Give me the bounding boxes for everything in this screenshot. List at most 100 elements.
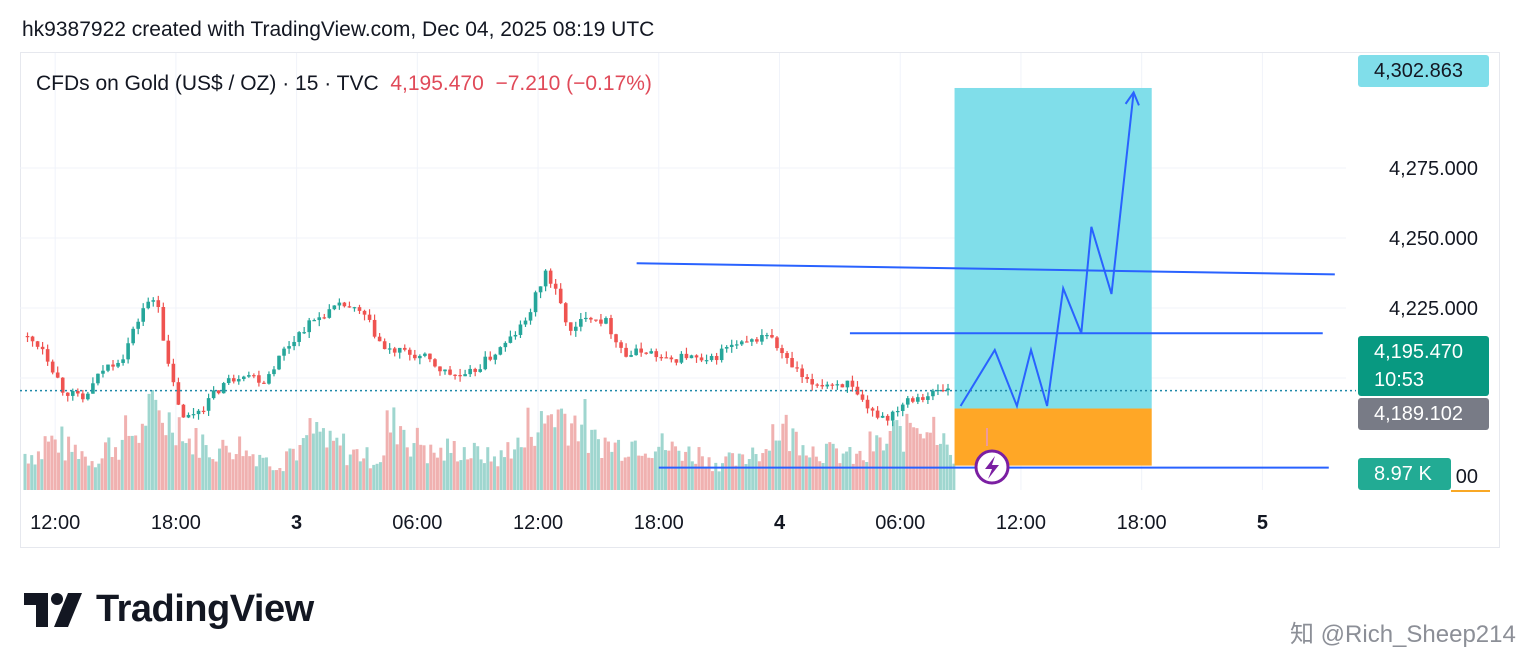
volume-bar (446, 438, 450, 490)
candle-body (563, 303, 568, 323)
candle-body (850, 380, 855, 387)
volume-bar (452, 441, 456, 490)
volume-bar (788, 451, 792, 490)
candle-body (397, 347, 402, 353)
candle-body (689, 355, 694, 359)
volume-bar (717, 471, 721, 490)
candle-body (503, 342, 508, 348)
volume-bar (318, 431, 322, 490)
volume-bar (620, 460, 624, 490)
candle-body (589, 317, 593, 320)
volume-bar (576, 441, 580, 490)
candle-body (131, 328, 135, 344)
y-tick-label: 4,250.000 (1389, 228, 1478, 250)
candle-body (604, 318, 608, 324)
candle-body (262, 382, 266, 384)
chart-caption: hk9387922 created with TradingView.com, … (22, 18, 655, 41)
volume-bar (315, 422, 319, 490)
volume-bar (556, 409, 560, 490)
candle (790, 351, 794, 368)
candle (936, 384, 940, 396)
volume-bar (281, 471, 285, 490)
candle (30, 335, 35, 347)
volume-bar (905, 413, 909, 490)
volume-bar (583, 399, 587, 490)
volume-bar (892, 421, 896, 490)
volume-bar (560, 408, 564, 490)
volume-bar (345, 465, 349, 490)
volume-bar (949, 454, 953, 490)
candle (282, 346, 286, 361)
volume-bar (382, 455, 386, 490)
candle-body (111, 364, 115, 367)
volume-bar (617, 439, 621, 490)
volume-bar (214, 461, 218, 490)
candle (916, 393, 920, 405)
candle (594, 319, 598, 322)
volume-bar (97, 463, 101, 490)
candle-body (106, 364, 110, 371)
volume-bar (251, 454, 255, 490)
candle (488, 351, 493, 362)
candle (513, 331, 518, 340)
candle-body (65, 392, 70, 396)
volume-bar (77, 459, 81, 490)
volume-bar (385, 410, 389, 490)
volume-bar (211, 459, 215, 490)
candle-body (407, 349, 412, 355)
candle-body (196, 410, 201, 415)
volume-bar (197, 457, 201, 490)
candle (800, 364, 804, 383)
volume-bar (459, 460, 463, 490)
volume-bar (187, 438, 191, 490)
candle (780, 344, 784, 359)
volume-bar (570, 423, 574, 490)
volume-bar (415, 427, 419, 490)
candle (589, 316, 593, 323)
volume-bar (70, 451, 74, 490)
volume-bar (536, 432, 540, 490)
current-price-badge-text: 4,195.470 (1374, 341, 1463, 363)
volume-bar (915, 428, 919, 490)
candle-body (845, 380, 850, 388)
volume-bar (342, 433, 346, 490)
candle (327, 304, 332, 319)
candle-body (151, 300, 156, 302)
candle-body (750, 339, 754, 342)
candle (463, 369, 467, 377)
volume-bar (23, 453, 27, 490)
volume-bar (767, 450, 771, 490)
candle (579, 313, 583, 332)
candle-body (247, 375, 251, 377)
candle (895, 406, 900, 417)
volume-bar (720, 463, 724, 490)
volume-bar (362, 458, 366, 490)
volume-bar (818, 461, 822, 490)
volume-bar (794, 431, 798, 490)
volume-bar (707, 457, 711, 490)
volume-bar (663, 450, 667, 490)
candle-body (453, 374, 457, 376)
candle-body (739, 341, 744, 345)
candle-body (35, 341, 40, 347)
volume-bar (928, 432, 932, 490)
candle-body (729, 344, 734, 348)
volume-bar (523, 447, 527, 490)
candle (785, 351, 789, 364)
volume-bar (57, 452, 61, 490)
volume-bar (291, 448, 295, 490)
candle-body (377, 336, 382, 342)
volume-bar (623, 457, 627, 490)
candle-body (70, 391, 75, 396)
candle (719, 344, 724, 363)
candle-body (171, 363, 176, 383)
candle (573, 321, 578, 337)
candle (860, 389, 865, 402)
candle-body (161, 307, 166, 341)
volume-bar (248, 456, 252, 490)
candle (755, 337, 759, 344)
volume-bar (164, 435, 168, 490)
candle (684, 347, 689, 360)
candle (946, 383, 950, 396)
